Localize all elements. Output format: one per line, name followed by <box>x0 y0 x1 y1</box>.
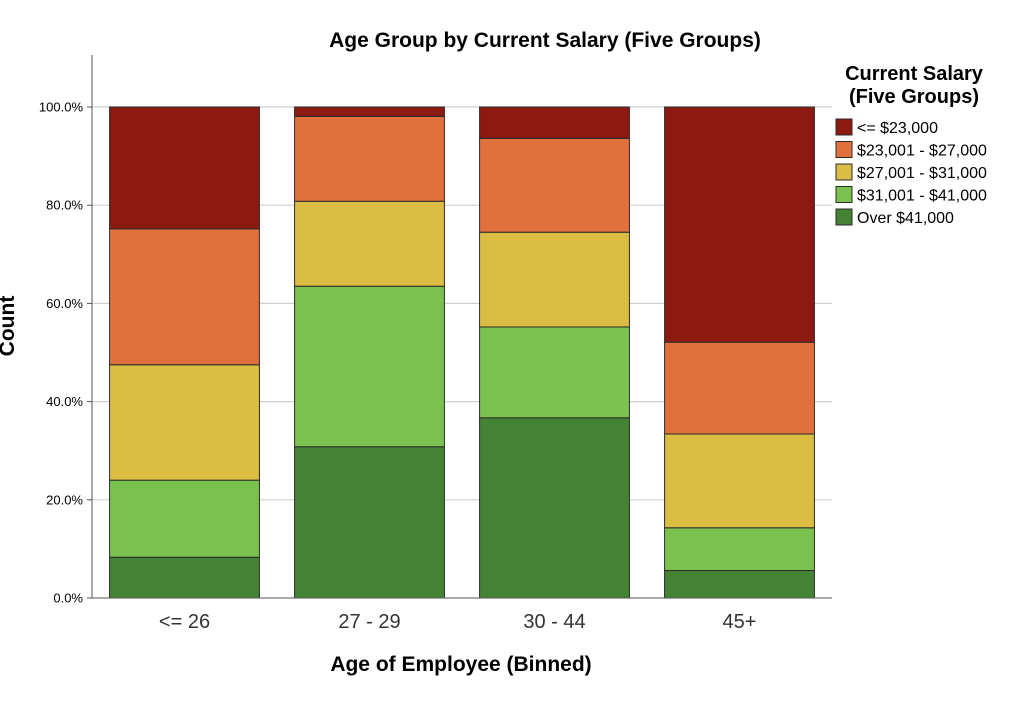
bar-segment <box>664 106 815 343</box>
y-tick-label: 80.0% <box>46 198 83 213</box>
bar-segment <box>294 115 445 202</box>
axes <box>91 55 832 599</box>
legend-item-label: $23,001 - $27,000 <box>857 143 987 160</box>
y-tick-label: 60.0% <box>46 296 83 311</box>
bar-segment <box>479 231 630 328</box>
legend-item-label: <= $23,000 <box>857 120 938 137</box>
legend-item-label: $27,001 - $31,000 <box>857 165 987 182</box>
bar-segment <box>294 200 445 287</box>
legend-swatch <box>835 118 853 136</box>
legend-title-line-2: (Five Groups) <box>849 86 979 108</box>
legend-title-line-1: Current Salary <box>845 63 984 85</box>
legend-item-label: Over $41,000 <box>857 210 954 227</box>
y-tick-label: 0.0% <box>53 591 83 606</box>
x-tick-label: 45+ <box>723 611 757 633</box>
y-tick-label: 40.0% <box>46 394 83 409</box>
y-tick-label: 100.0% <box>39 100 84 115</box>
x-tick-label: <= 26 <box>159 611 210 633</box>
bar-segment <box>479 326 630 419</box>
legend-swatch <box>835 208 853 226</box>
legend: Current Salary (Five Groups) <= $23,000 $… <box>835 63 987 227</box>
bar-segment <box>109 479 260 558</box>
legend-swatch <box>835 141 853 158</box>
bar-segment <box>664 527 815 572</box>
bar-segment <box>294 446 445 599</box>
bar-segment <box>294 285 445 448</box>
legend-item-label: $31,001 - $41,000 <box>857 188 987 205</box>
chart-title: Age Group by Current Salary (Five Groups… <box>329 29 761 52</box>
bar-segment <box>664 341 815 435</box>
bar-segment <box>479 417 630 599</box>
bar-segment <box>109 364 260 481</box>
legend-swatch <box>835 186 853 203</box>
bar-segment <box>109 556 260 599</box>
x-axis-title: Age of Employee (Binned) <box>330 653 591 676</box>
y-tick-label: 20.0% <box>46 492 83 507</box>
bar-segment <box>664 433 815 529</box>
x-tick-label: 30 - 44 <box>523 611 585 633</box>
x-tick-labels: <= 26 27 - 29 30 - 44 45+ <box>159 611 757 633</box>
bar-segment <box>479 106 630 139</box>
bar-segment <box>109 228 260 366</box>
x-tick-label: 27 - 29 <box>338 611 400 633</box>
legend-swatch <box>835 163 853 181</box>
bar-segment <box>294 106 445 117</box>
bar-segment <box>479 137 630 233</box>
bar-segment <box>664 570 815 599</box>
bar-segment <box>109 106 260 230</box>
y-tick-labels: 0.0% 20.0% 40.0% 60.0% 80.0% 100.0% <box>39 100 84 606</box>
bars <box>109 106 815 599</box>
y-axis-title: Count <box>0 296 19 357</box>
